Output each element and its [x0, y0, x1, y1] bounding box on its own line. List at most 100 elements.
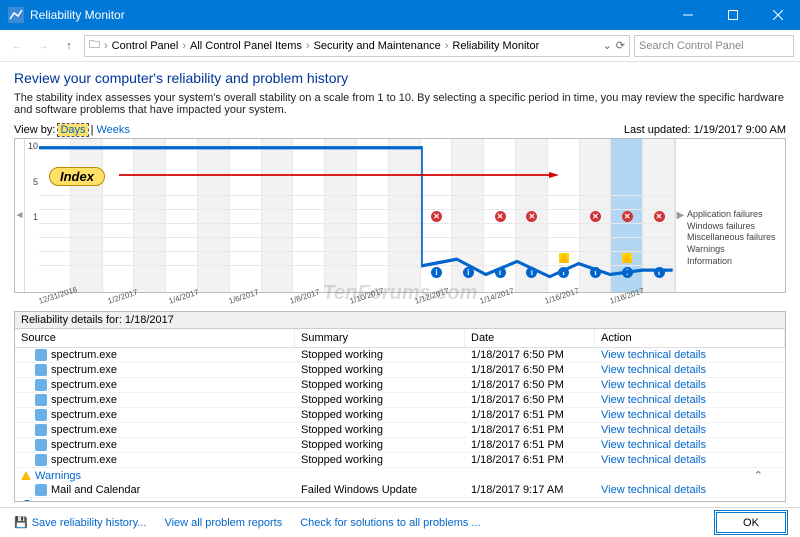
col-date[interactable]: Date [465, 329, 595, 347]
page-title: Review your computer's reliability and p… [14, 70, 786, 86]
x-axis-dates: 12/31/20161/2/20171/4/20171/6/20171/8/20… [39, 297, 675, 306]
row-icon [35, 484, 47, 496]
content: Review your computer's reliability and p… [0, 62, 800, 502]
forward-button[interactable]: → [32, 35, 54, 57]
info-i-icon: i [431, 267, 442, 278]
chevron-icon: › [304, 40, 312, 52]
table-row[interactable]: spectrum.exeStopped working1/18/2017 6:5… [15, 363, 785, 378]
view-details-link[interactable]: View technical details [595, 363, 785, 377]
info-i-icon: i [590, 267, 601, 278]
y-axis: 10 5 1 [25, 139, 39, 292]
view-details-link[interactable]: View technical details [595, 378, 785, 392]
search-placeholder: Search Control Panel [639, 40, 744, 52]
err-icon: ✕ [590, 211, 601, 222]
app-icon [8, 7, 24, 23]
crumb-3[interactable]: Reliability Monitor [452, 40, 539, 52]
row-icon [35, 349, 47, 361]
row-icon [35, 409, 47, 421]
col-action[interactable]: Action [595, 329, 785, 347]
index-callout: Index [49, 167, 105, 186]
row-icon [35, 454, 47, 466]
chart-legend: Application failures Windows failures Mi… [685, 139, 785, 292]
info-i-icon: i [463, 267, 474, 278]
page-description: The stability index assesses your system… [14, 92, 786, 116]
warnings-group[interactable]: Warnings⌃ [15, 468, 785, 483]
warnings-row [39, 251, 675, 265]
table-row[interactable]: spectrum.exeStopped working1/18/2017 6:5… [15, 453, 785, 468]
info-i-icon: i [526, 267, 537, 278]
view-details-link[interactable]: View technical details [595, 483, 785, 497]
crumb-2[interactable]: Security and Maintenance [314, 40, 441, 52]
view-by-label: View by: [14, 124, 55, 136]
save-icon: 💾 [14, 516, 28, 529]
view-details-link[interactable]: View technical details [595, 438, 785, 452]
info-i-icon: i [558, 267, 569, 278]
chart-prev-button[interactable]: ◄ [15, 139, 25, 292]
check-solutions-link[interactable]: Check for solutions to all problems ... [300, 517, 480, 529]
back-button[interactable]: ← [6, 35, 28, 57]
info-group[interactable]: iInformational events (2)⌃ [15, 498, 785, 501]
view-days-link[interactable]: Days [58, 124, 87, 136]
collapse-icon[interactable]: ⌃ [754, 499, 779, 501]
close-button[interactable] [755, 0, 800, 30]
err-icon: ✕ [526, 211, 537, 222]
row-icon [35, 424, 47, 436]
chevron-icon: › [102, 40, 110, 52]
view-details-link[interactable]: View technical details [595, 348, 785, 362]
details-header: Source Summary Date Action [15, 329, 785, 348]
crumb-0[interactable]: Control Panel [112, 40, 179, 52]
info-i-icon: i [622, 267, 633, 278]
info-row: iiiiiiii [39, 265, 675, 279]
row-icon [35, 379, 47, 391]
row-icon [35, 439, 47, 451]
table-row[interactable]: spectrum.exeStopped working1/18/2017 6:5… [15, 423, 785, 438]
collapse-icon[interactable]: ⌃ [754, 469, 779, 482]
table-row[interactable]: spectrum.exeStopped working1/18/2017 6:5… [15, 408, 785, 423]
breadcrumb[interactable]: 🗀 › Control Panel › All Control Panel It… [84, 35, 630, 57]
table-row[interactable]: spectrum.exeStopped working1/18/2017 6:5… [15, 348, 785, 363]
details-panel: Reliability details for: 1/18/2017 Sourc… [14, 311, 786, 502]
last-updated: Last updated: 1/19/2017 9:00 AM [624, 124, 786, 136]
app-failures-row: ✕ ✕ ✕ ✕ ✕ ✕ [39, 209, 675, 223]
err-icon: ✕ [654, 211, 665, 222]
view-details-link[interactable]: View technical details [595, 453, 785, 467]
save-history-link[interactable]: 💾 Save reliability history... [14, 516, 146, 529]
table-row[interactable]: Mail and CalendarFailed Windows Update1/… [15, 483, 785, 498]
chevron-icon: › [180, 40, 188, 52]
col-summary[interactable]: Summary [295, 329, 465, 347]
err-icon: ✕ [495, 211, 506, 222]
dropdown-icon[interactable]: ⌄ [603, 39, 612, 52]
col-source[interactable]: Source [15, 329, 295, 347]
info-icon: i [21, 500, 33, 502]
table-row[interactable]: spectrum.exeStopped working1/18/2017 6:5… [15, 393, 785, 408]
row-icon [35, 394, 47, 406]
search-input[interactable]: Search Control Panel [634, 35, 794, 57]
warn-icon [559, 253, 569, 263]
chart-plot-area[interactable]: Index ✕✕✕✕✕✕ iiiiiiii 12/31/20161/2/2017… [39, 139, 675, 292]
row-icon [35, 364, 47, 376]
chart-next-button[interactable]: ▶ [675, 139, 685, 292]
minimize-button[interactable] [665, 0, 710, 30]
warning-icon [21, 471, 31, 480]
view-weeks-link[interactable]: Weeks [96, 124, 129, 136]
info-i-icon: i [495, 267, 506, 278]
up-button[interactable]: ↑ [58, 35, 80, 57]
view-all-reports-link[interactable]: View all problem reports [164, 517, 282, 529]
table-row[interactable]: spectrum.exeStopped working1/18/2017 6:5… [15, 438, 785, 453]
titlebar: Reliability Monitor [0, 0, 800, 30]
reliability-chart: ◄ 10 5 1 Index ✕✕✕✕✕✕ iiiiiiii 1 [14, 138, 786, 293]
view-details-link[interactable]: View technical details [595, 423, 785, 437]
table-row[interactable]: spectrum.exeStopped working1/18/2017 6:5… [15, 378, 785, 393]
refresh-icon[interactable]: ⟳ [616, 39, 625, 52]
details-scroll[interactable]: Source Summary Date Action spectrum.exeS… [15, 329, 785, 501]
footer: 💾 Save reliability history... View all p… [0, 507, 800, 537]
ok-button[interactable]: OK [716, 512, 786, 533]
info-i-icon: i [654, 267, 665, 278]
view-details-link[interactable]: View technical details [595, 408, 785, 422]
err-icon: ✕ [431, 211, 442, 222]
err-icon: ✕ [622, 211, 633, 222]
crumb-1[interactable]: All Control Panel Items [190, 40, 302, 52]
maximize-button[interactable] [710, 0, 755, 30]
red-arrow [119, 172, 559, 178]
view-details-link[interactable]: View technical details [595, 393, 785, 407]
